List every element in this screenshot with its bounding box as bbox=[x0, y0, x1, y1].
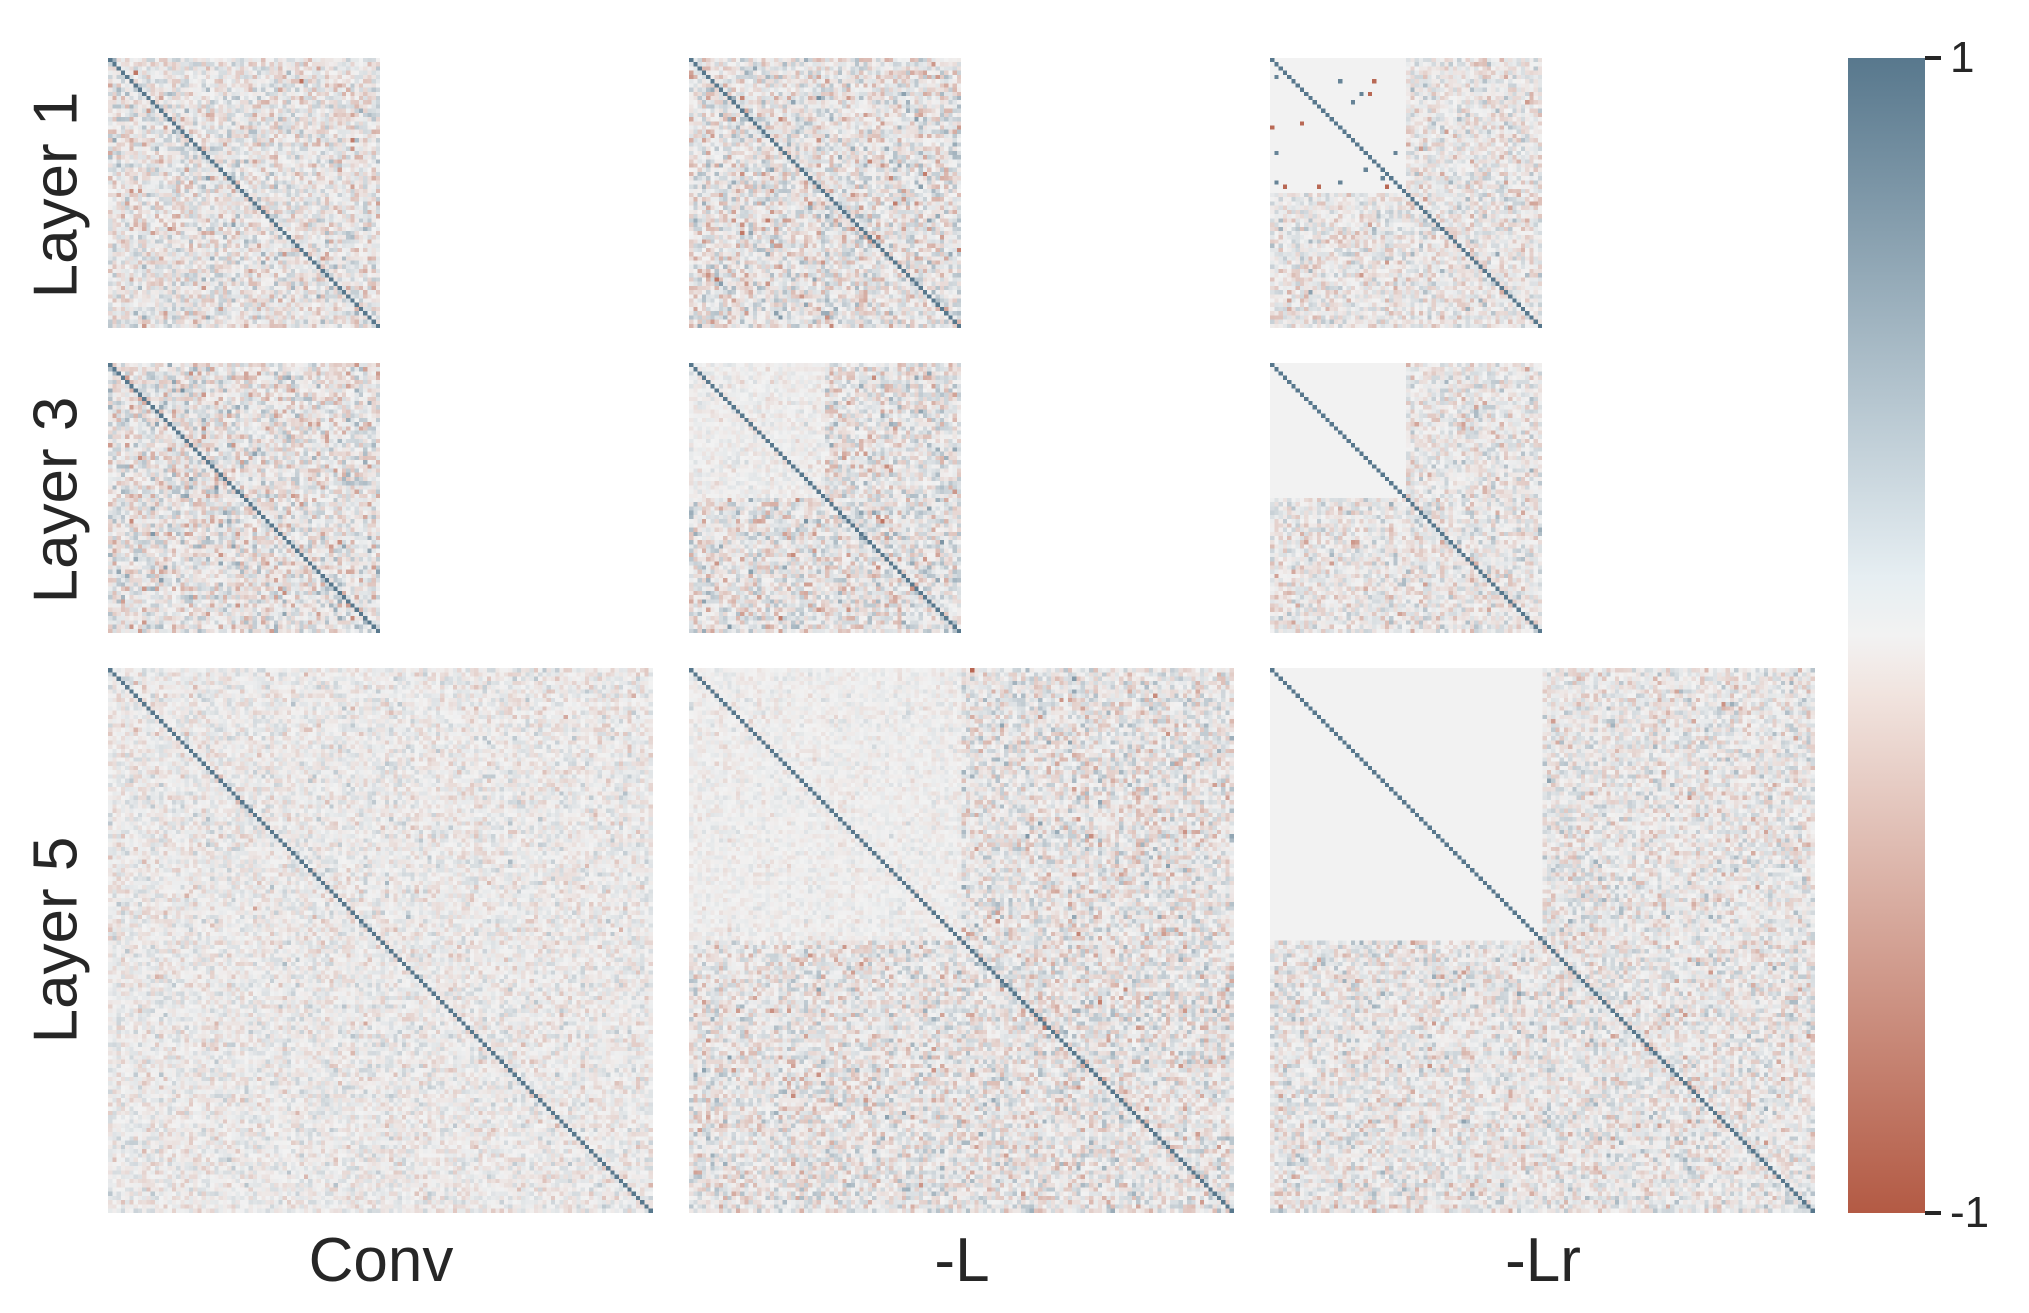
row-label-layer-5: Layer 5 bbox=[21, 836, 91, 1044]
colorbar-label-min: -1 bbox=[1950, 1188, 1990, 1237]
matrix-layer3-lr bbox=[1270, 363, 1542, 633]
colorbar bbox=[1848, 58, 1925, 1213]
colorbar-tick-min bbox=[1925, 1211, 1941, 1215]
matrix-layer5-lr bbox=[1270, 668, 1815, 1213]
matrix-layer1-conv bbox=[108, 58, 380, 328]
matrix-layer3-conv bbox=[108, 363, 380, 633]
matrix-layer3-l bbox=[689, 363, 961, 633]
colorbar-tick-max bbox=[1925, 56, 1941, 60]
column-label-conv: Conv bbox=[308, 1226, 454, 1295]
column-label-lr: -Lr bbox=[1505, 1226, 1581, 1295]
matrix-layer5-conv bbox=[108, 668, 653, 1213]
matrix-layer1-l bbox=[689, 58, 961, 328]
column-label-l: -L bbox=[934, 1226, 990, 1295]
row-label-layer-3: Layer 3 bbox=[21, 396, 91, 604]
colorbar-label-max: 1 bbox=[1950, 33, 1975, 82]
row-label-layer-1: Layer 1 bbox=[21, 91, 91, 299]
matrix-layer5-l bbox=[689, 668, 1234, 1213]
matrix-layer1-lr bbox=[1270, 58, 1542, 328]
